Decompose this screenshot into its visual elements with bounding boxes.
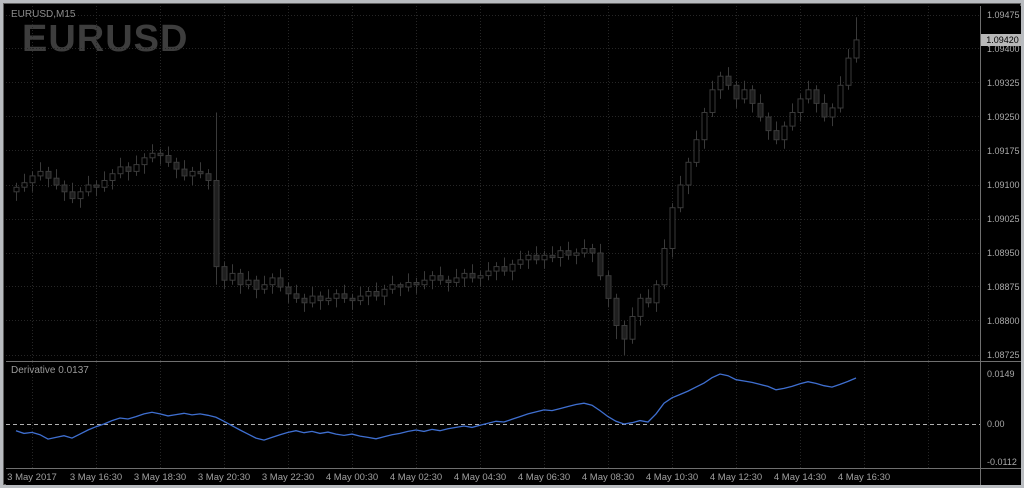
symbol-period-label: EURUSD,M15 [11, 9, 76, 20]
indicator-tick-label: 0.00 [987, 419, 1005, 429]
indicator-tick-label: 0.0149 [987, 368, 1015, 379]
price-axis-separator [980, 6, 981, 485]
price-tick-label: 1.09475 [987, 10, 1020, 20]
price-grid [6, 6, 980, 361]
indicator-value-label: Derivative 0.0137 [11, 365, 89, 376]
indicator-tick-label: -0.0112 [987, 456, 1017, 467]
chart-content: EURUSD EURUSD,M15 Derivative 0.0137 1.09… [6, 6, 1021, 485]
time-tick-label: 4 May 04:30 [453, 472, 507, 483]
time-tick-label: 3 May 20:30 [197, 472, 251, 483]
price-tick-label: 1.09025 [987, 214, 1020, 224]
time-tick-label: 4 May 16:30 [837, 472, 891, 483]
time-tick-label: 3 May 22:30 [261, 472, 315, 483]
time-tick-label: 3 May 2017 [7, 472, 57, 483]
time-tick-label: 4 May 06:30 [517, 472, 571, 483]
indicator-pane-canvas[interactable] [6, 362, 980, 468]
price-tick-label: 1.08875 [987, 282, 1020, 292]
price-tick-label: 1.08950 [987, 248, 1020, 258]
price-axis[interactable]: 1.09475 1.09400 1.09325 1.09250 1.09175 1.091… [981, 6, 1021, 468]
derivative-line [15, 373, 857, 441]
time-axis[interactable]: 3 May 2017 3 May 16:30 3 May 18:30 3 May 20… [6, 469, 1021, 485]
pane-separator[interactable] [6, 361, 1021, 362]
price-tick-label: 1.09400 [987, 44, 1020, 54]
price-tick-label: 1.09100 [987, 180, 1020, 190]
time-tick-label: 4 May 02:30 [389, 472, 443, 483]
current-price-tag: 1.09420 [981, 33, 1021, 46]
time-tick-label: 4 May 08:30 [581, 472, 635, 483]
price-pane-canvas[interactable] [6, 6, 980, 361]
candles [13, 17, 860, 355]
time-tick-label: 4 May 14:30 [773, 472, 827, 483]
time-tick-label: 4 May 00:30 [325, 472, 379, 483]
time-tick-label: 4 May 12:30 [709, 472, 763, 483]
price-tick-label: 1.08800 [987, 316, 1020, 326]
time-axis-separator [6, 468, 1021, 469]
time-tick-label: 3 May 16:30 [69, 472, 123, 483]
price-tick-label: 1.09325 [987, 78, 1020, 88]
price-tick-label: 1.08725 [987, 350, 1020, 360]
price-tick-label: 1.09250 [987, 112, 1020, 122]
time-tick-label: 4 May 10:30 [645, 472, 699, 483]
time-tick-label: 3 May 18:30 [133, 472, 187, 483]
price-tick-label: 1.09175 [987, 146, 1020, 156]
symbol-watermark: EURUSD [22, 18, 189, 60]
